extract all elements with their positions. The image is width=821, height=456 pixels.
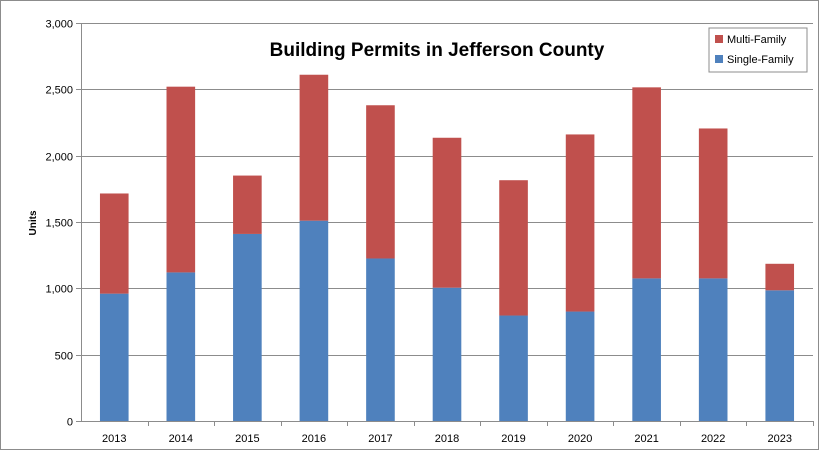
y-tick-label: 0 [67,417,73,429]
x-tick-label: 2013 [102,433,126,445]
bar-single-family-2015 [233,233,262,421]
bar-multi-family-2021 [632,87,661,279]
y-tick-label: 2,500 [45,85,73,97]
x-tick-label: 2018 [435,433,459,445]
y-tick-label: 1,500 [45,218,73,230]
tick-labels: 0 500 1,000 1,500 2,000 2,500 3,000 2013 2014 201… [45,19,792,446]
x-tick-label: 2020 [568,433,592,445]
y-tick-label: 500 [55,351,73,363]
bar-multi-family-2020 [565,134,595,312]
bars [99,74,795,421]
bar-single-family-2020 [565,311,595,421]
bar-single-family-2023 [765,290,795,421]
bar-single-family-2018 [432,287,462,421]
legend-swatch-multi-family [715,35,723,43]
bar-multi-family-2014 [166,86,196,273]
legend-box [708,27,808,73]
bar-single-family-2014 [166,272,196,421]
bar-single-family-2017 [366,258,395,421]
legend: Multi-Family Single-Family [708,27,808,73]
bar-single-family-2016 [299,220,329,421]
bar-multi-family-2018 [432,137,462,288]
bar-single-family-2019 [499,315,528,421]
y-tick-label: 1,000 [45,284,73,296]
bar-multi-family-2023 [765,263,795,291]
bar-multi-family-2022 [698,128,728,279]
x-tick-label: 2021 [634,433,658,445]
legend-swatch-single-family [715,55,723,63]
bar-multi-family-2013 [99,193,129,294]
x-tick-label: 2022 [701,433,725,445]
y-tick-label: 3,000 [45,19,73,31]
bar-multi-family-2019 [499,180,528,316]
y-tick-label: 2,000 [45,152,73,164]
bar-single-family-2013 [99,293,129,421]
bar-multi-family-2016 [299,74,329,221]
bar-single-family-2021 [632,278,661,421]
bar-multi-family-2017 [366,105,395,259]
y-axis-title: Units [28,210,39,235]
x-tick-label: 2015 [235,433,259,445]
chart-title: Building Permits in Jefferson County [270,40,605,61]
legend-label-multi-family: Multi-Family [727,34,787,46]
x-tick-label: 2023 [767,433,791,445]
x-tick-label: 2016 [302,433,326,445]
bar-single-family-2022 [698,278,728,421]
bar-multi-family-2015 [233,175,262,234]
axes [76,23,814,426]
x-tick-label: 2019 [501,433,525,445]
x-tick-label: 2014 [169,433,193,445]
x-tick-label: 2017 [368,433,392,445]
legend-label-single-family: Single-Family [727,54,794,66]
